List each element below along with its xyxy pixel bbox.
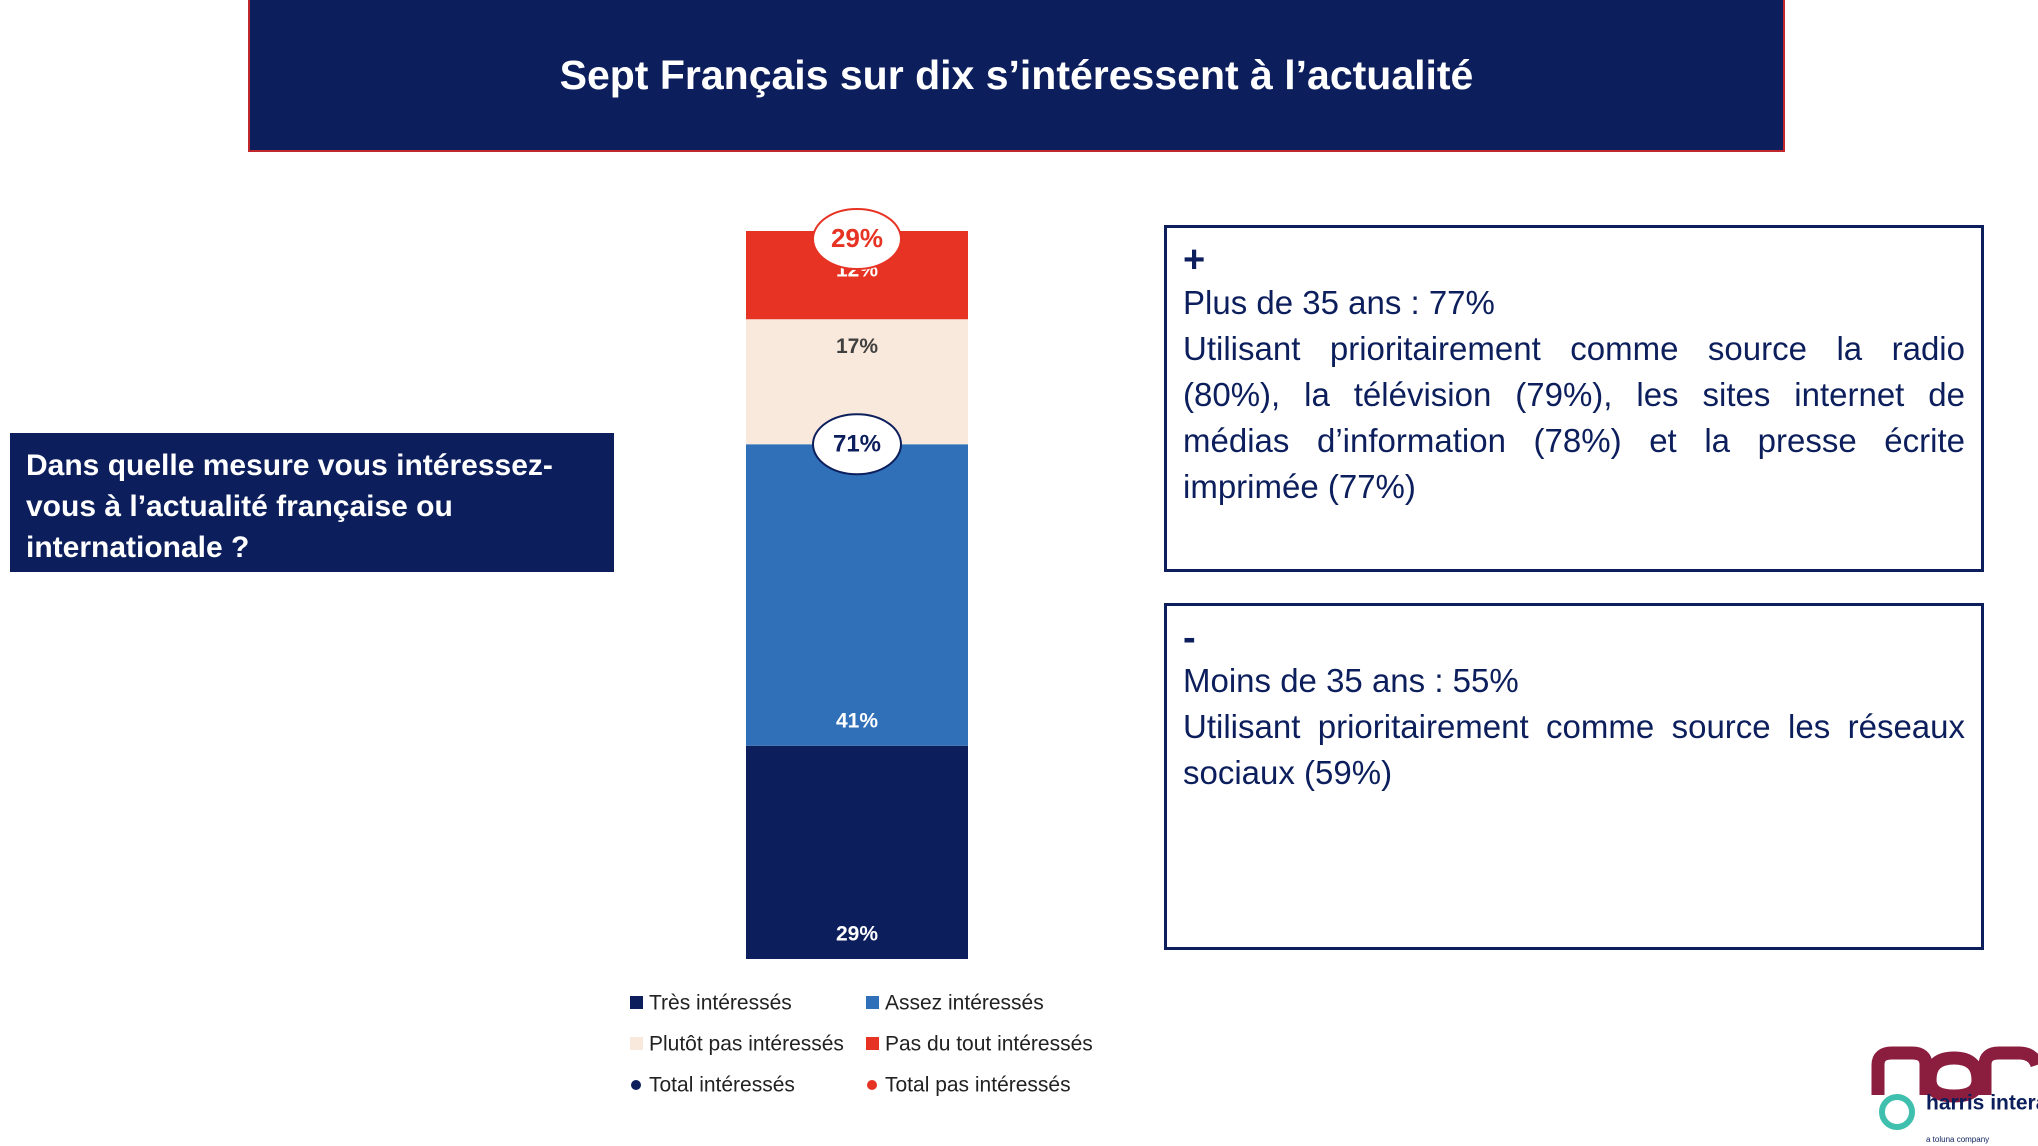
legend-label: Pas du tout intéressés (885, 1033, 1093, 1056)
legend-marker (630, 1037, 643, 1050)
legend-marker (867, 1080, 877, 1090)
legend-marker (630, 996, 643, 1009)
legend-label: Plutôt pas intéressés (649, 1033, 844, 1056)
total-label: 29% (831, 223, 883, 253)
panel-sign: - (1183, 617, 1196, 659)
legend-marker (866, 1037, 879, 1050)
legend-marker (631, 1080, 641, 1090)
legend-label: Très intéressés (649, 992, 792, 1015)
legend-label: Assez intéressés (885, 992, 1044, 1015)
logo-tagline: a toluna company (1926, 1135, 1989, 1144)
title: Sept Français sur dix s’intéressent à l’… (248, 0, 1785, 152)
logo-mark (1871, 1046, 2038, 1103)
logo-ring (1879, 1094, 1915, 1130)
logo-name: harris interactive (1926, 1092, 2038, 1115)
legend-label: Total intéressés (649, 1074, 795, 1097)
question: Dans quelle mesure vous intéressez-vous … (10, 433, 614, 572)
panel-text: Utilisant prioritairement comme source l… (1183, 708, 1965, 791)
value-label: 17% (836, 335, 878, 358)
total-bubble (812, 208, 902, 270)
legend-marker (866, 996, 879, 1009)
panel-sign: + (1183, 239, 1206, 281)
total-label: 71% (833, 431, 881, 458)
panel: - Moins de 35 ans : 55% Utilisant priori… (1164, 603, 1984, 950)
legend-label: Total pas intéressés (885, 1074, 1071, 1097)
value-label: 41% (836, 709, 878, 732)
bar-segment (746, 444, 968, 746)
panel-text: Utilisant prioritairement comme source l… (1183, 330, 1965, 505)
panel: + Plus de 35 ans : 77% Utilisant priorit… (1164, 225, 1984, 572)
logo: harris interactive a toluna company (1871, 1046, 2038, 1144)
total-bubble (812, 413, 902, 476)
value-label: 29% (836, 923, 878, 946)
panel-headline: Moins de 35 ans : 55% (1183, 662, 1519, 699)
panel-headline: Plus de 35 ans : 77% (1183, 284, 1495, 321)
bar-segment (746, 745, 968, 959)
